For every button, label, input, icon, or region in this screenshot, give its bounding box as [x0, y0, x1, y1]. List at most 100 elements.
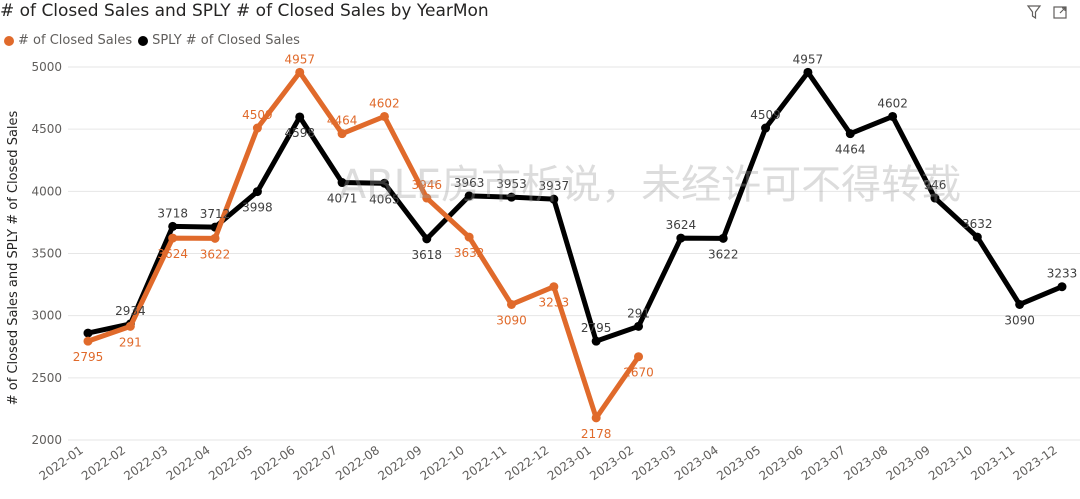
data-point[interactable]: [422, 234, 432, 244]
data-label: 4065: [369, 192, 400, 206]
data-point[interactable]: [972, 232, 982, 242]
legend-sply-dot: [138, 35, 149, 46]
data-label: 4509: [750, 108, 781, 122]
data-point[interactable]: [295, 112, 305, 122]
data-label: 291: [627, 306, 650, 320]
x-tick-label: 2023-09: [884, 443, 933, 483]
filter-icon[interactable]: [1026, 4, 1042, 20]
data-point[interactable]: [930, 193, 940, 203]
data-point[interactable]: [379, 111, 389, 121]
data-point[interactable]: [252, 187, 262, 197]
data-point[interactable]: [591, 413, 601, 423]
x-tick-label: 2022-12: [502, 443, 551, 483]
series-line-0: [85, 69, 642, 421]
data-point[interactable]: [888, 111, 898, 121]
data-point[interactable]: [464, 232, 474, 242]
data-point[interactable]: [379, 178, 389, 188]
y-axis-ticks: 2000 2500 3000 3500 4000 4500 5000: [31, 60, 62, 447]
x-tick-label: 2023-01: [545, 443, 594, 483]
data-label: 3090: [496, 313, 527, 327]
data-label: 4602: [369, 96, 400, 110]
data-label: 4509: [242, 108, 273, 122]
x-tick-label: 2022-09: [375, 443, 424, 483]
data-label: 3937: [539, 179, 570, 193]
data-point[interactable]: [125, 321, 135, 331]
data-point[interactable]: [83, 328, 93, 338]
chart-title: # of Closed Sales and SPLY # of Closed S…: [0, 1, 489, 21]
data-point[interactable]: [634, 321, 644, 331]
data-point[interactable]: [506, 299, 516, 309]
x-tick-label: 2022-08: [333, 443, 382, 483]
data-point[interactable]: [422, 193, 432, 203]
gridlines: [68, 66, 1080, 441]
data-point[interactable]: [464, 191, 474, 201]
data-point[interactable]: [845, 129, 855, 139]
data-label: 4602: [877, 96, 908, 110]
data-point[interactable]: [337, 129, 347, 139]
y-tick-label: 4500: [31, 122, 62, 136]
data-point[interactable]: [506, 192, 516, 202]
data-label: 3712: [200, 207, 231, 221]
x-tick-label: 2022-04: [164, 443, 213, 483]
focus-mode-icon[interactable]: [1052, 4, 1068, 20]
legend-item-current[interactable]: # of Closed Sales: [4, 33, 132, 48]
data-point[interactable]: [591, 336, 601, 346]
data-label: 2934: [115, 304, 146, 318]
data-label: 946: [924, 178, 947, 192]
data-label: 3998: [242, 201, 273, 215]
x-tick-label: 2023-10: [926, 443, 975, 483]
data-point[interactable]: [168, 233, 178, 243]
data-label: 3632: [962, 217, 993, 231]
data-point[interactable]: [210, 233, 220, 243]
data-label: 3618: [412, 248, 443, 262]
data-point[interactable]: [295, 67, 305, 77]
data-point[interactable]: [252, 123, 262, 133]
x-tick-label: 2023-11: [968, 443, 1017, 483]
data-label: 4464: [327, 114, 358, 128]
data-point[interactable]: [803, 67, 813, 77]
data-label: 3622: [200, 247, 231, 261]
data-point[interactable]: [634, 352, 644, 362]
x-tick-label: 2023-03: [629, 443, 678, 483]
y-tick-label: 2000: [31, 433, 62, 447]
data-point[interactable]: [1057, 282, 1067, 292]
data-point[interactable]: [168, 221, 178, 231]
series-current: [83, 67, 644, 423]
y-axis-title: # of Closed Sales and SPLY # of Closed S…: [6, 110, 21, 405]
data-label: 2178: [581, 427, 612, 441]
x-tick-label: 2022-06: [248, 443, 297, 483]
data-label: 3632: [454, 246, 485, 260]
data-point[interactable]: [549, 282, 559, 292]
x-tick-label: 2022-02: [79, 443, 128, 483]
x-tick-label: 2022-10: [418, 443, 467, 483]
data-point[interactable]: [83, 336, 93, 346]
data-label: 2795: [73, 350, 104, 364]
y-tick-label: 3500: [31, 247, 62, 261]
watermark-text: ABLE房市析说，未经许可不得转载: [339, 162, 961, 208]
x-tick-label: 2023-05: [714, 443, 763, 483]
data-label: 291: [119, 335, 142, 349]
y-tick-label: 4000: [31, 184, 62, 198]
chart-legend: # of Closed Sales SPLY # of Closed Sales: [4, 33, 306, 48]
data-label: 3233: [539, 296, 570, 310]
data-label: 4957: [793, 52, 824, 66]
data-label: 4957: [284, 52, 315, 66]
legend-item-sply[interactable]: SPLY # of Closed Sales: [138, 33, 300, 48]
x-tick-label: 2023-08: [841, 443, 890, 483]
data-labels: 2795 291 3624 3622 4509 4957 4464 4602 3946 3632 3…: [73, 52, 1078, 441]
y-tick-label: 5000: [31, 60, 62, 74]
legend-current-label: # of Closed Sales: [18, 33, 133, 48]
visual-header-icons: [1026, 4, 1068, 20]
series-line-1: [85, 69, 1065, 344]
data-point[interactable]: [1015, 299, 1025, 309]
data-point[interactable]: [676, 233, 686, 243]
x-tick-label: 2022-07: [291, 443, 340, 483]
x-tick-label: 2023-02: [587, 443, 636, 483]
data-label: 3718: [157, 206, 188, 220]
data-point[interactable]: [761, 123, 771, 133]
data-point[interactable]: [549, 194, 559, 204]
data-point[interactable]: [718, 233, 728, 243]
data-point[interactable]: [337, 178, 347, 188]
data-label: 2795: [581, 321, 612, 335]
data-label: 3953: [496, 177, 527, 191]
